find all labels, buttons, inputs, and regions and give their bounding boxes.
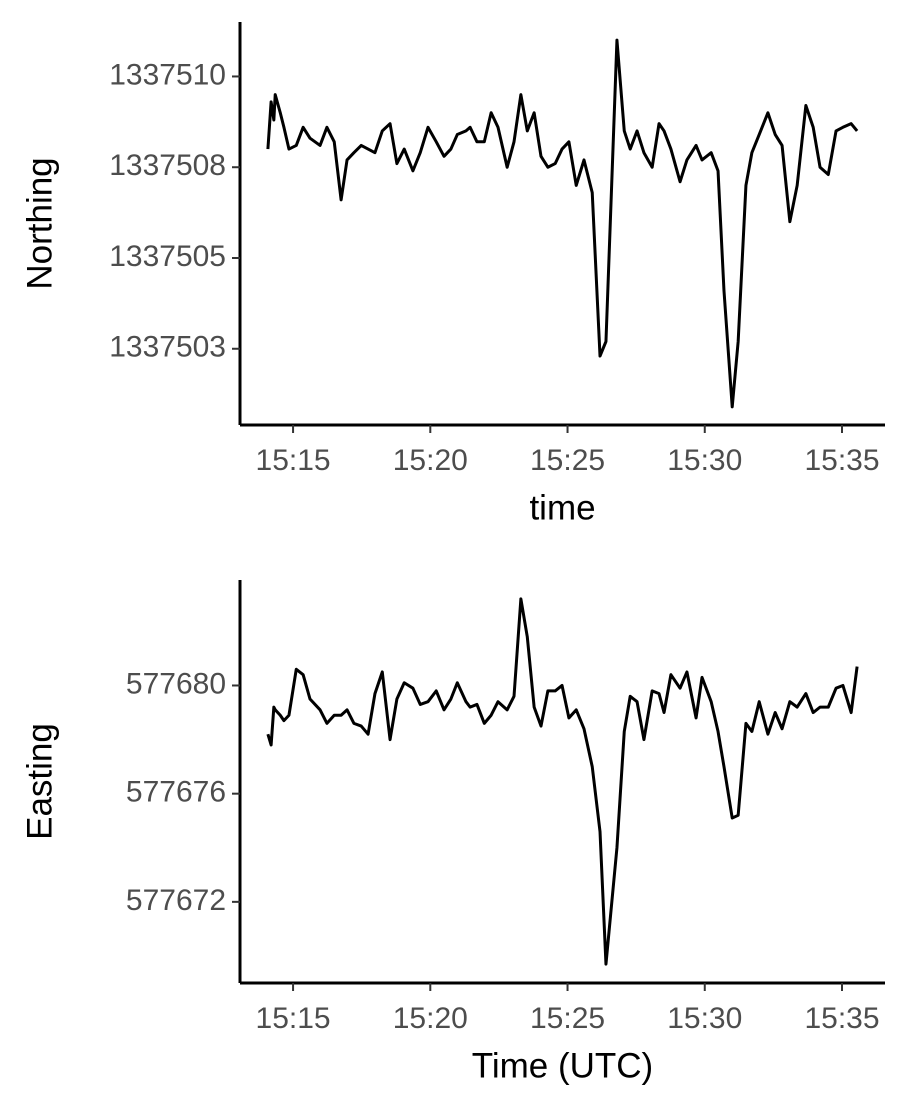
y-tick-label: 1337510	[109, 58, 226, 91]
x-tick-label: 15:35	[804, 444, 879, 477]
y-axis-title: Northing	[20, 157, 59, 289]
data-line	[266, 38, 859, 409]
x-tick-label: 15:25	[530, 1002, 605, 1035]
x-axis-title: time	[529, 488, 595, 527]
data-line	[266, 597, 859, 966]
y-axis-title: Easting	[20, 723, 59, 840]
x-axis-title: Time (UTC)	[472, 1046, 653, 1085]
y-tick-label: 577672	[126, 884, 226, 917]
x-tick-label: 15:25	[530, 444, 605, 477]
y-tick-label: 577676	[126, 776, 226, 809]
x-tick-label: 15:30	[667, 444, 742, 477]
x-tick-label: 15:20	[393, 444, 468, 477]
y-tick-label: 1337508	[109, 149, 226, 182]
y-tick-label: 1337503	[109, 331, 226, 364]
x-tick-label: 15:20	[393, 1002, 468, 1035]
y-tick-label: 1337505	[109, 240, 226, 273]
x-tick-label: 15:30	[667, 1002, 742, 1035]
x-tick-label: 15:35	[804, 1002, 879, 1035]
x-tick-label: 15:15	[256, 1002, 331, 1035]
x-tick-label: 15:15	[256, 444, 331, 477]
y-tick-label: 577680	[126, 667, 226, 700]
